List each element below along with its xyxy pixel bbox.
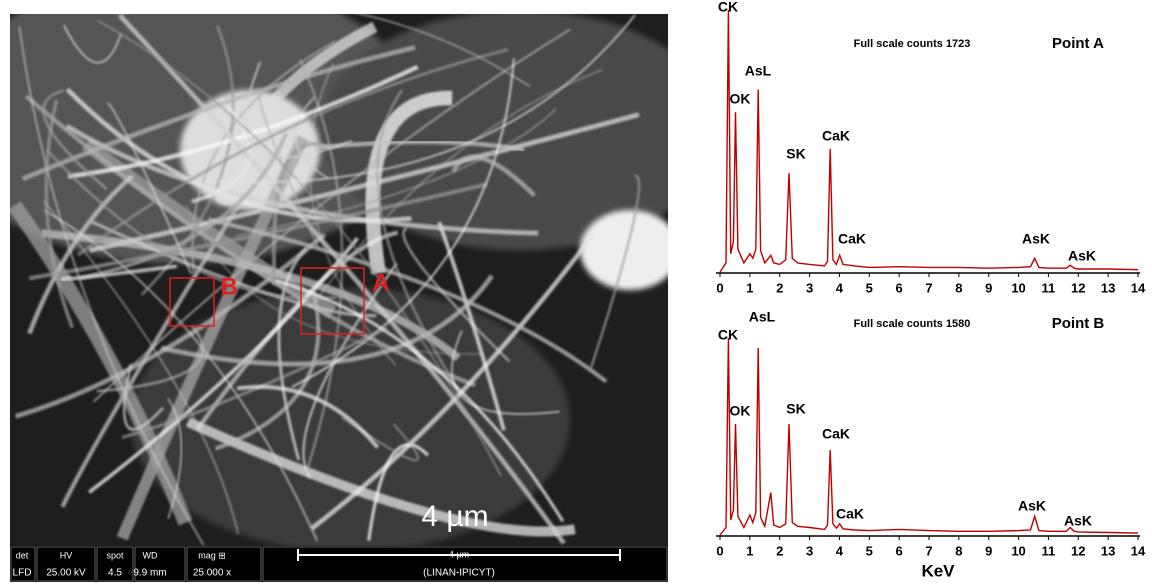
peak-label: AsK (1022, 231, 1050, 247)
x-tick-label: 7 (925, 543, 932, 558)
x-tick-label: 9 (985, 280, 992, 295)
chart-title: Full scale counts 1580 (854, 318, 971, 330)
x-tick-label: 13 (1101, 543, 1115, 558)
page: A B 4 µm det LFD HV 25.00 kV spot 4.5 WD 9.9 mm… (0, 0, 1152, 582)
info-header: det (16, 550, 29, 560)
x-axis-label: KeV (921, 561, 955, 580)
x-tick-label: 11 (1042, 543, 1056, 558)
x-tick-label: 3 (806, 280, 813, 295)
info-value: 25 000 x (193, 568, 231, 579)
info-value: LFD (13, 568, 32, 579)
info-bar: det LFD HV 25.00 kV spot 4.5 WD 9.9 mm mag ⊞ 25 0… (10, 546, 668, 582)
figure: A B 4 µm det LFD HV 25.00 kV spot 4.5 WD 9.9 mm… (0, 0, 1152, 582)
x-tick-label: 14 (1131, 280, 1146, 295)
peak-label: CaK (836, 506, 864, 522)
x-tick-label: 0 (716, 280, 723, 295)
scale-bar-label: 4 µm (449, 549, 469, 559)
x-tick-label: 8 (955, 543, 962, 558)
peak-label: OK (730, 91, 751, 107)
x-tick-label: 6 (896, 543, 903, 558)
chart-title: Full scale counts 1723 (854, 38, 971, 50)
x-tick-label: 1 (746, 543, 753, 558)
x-tick-label: 3 (806, 543, 813, 558)
x-tick-label: 12 (1071, 280, 1085, 295)
scale-label: 4 µm (421, 500, 488, 533)
x-tick-label: 9 (985, 543, 992, 558)
spectrum-line (720, 338, 1138, 535)
info-header: WD (143, 550, 158, 560)
x-tick-label: 2 (776, 543, 783, 558)
peak-label: CK (718, 0, 738, 15)
peak-label: AsL (745, 63, 772, 79)
peak-label: CaK (822, 128, 850, 144)
peak-label: AsK (1018, 498, 1046, 514)
chart-subtitle: Point B (1052, 315, 1105, 332)
info-header: spot (106, 550, 124, 560)
peak-label: AsK (1064, 513, 1092, 529)
marker-label: A (372, 269, 389, 296)
peak-label: SK (786, 401, 805, 417)
x-tick-label: 14 (1131, 543, 1146, 558)
peak-label: CK (718, 327, 738, 343)
peak-label: CaK (838, 231, 866, 247)
peak-label: AsL (749, 309, 776, 325)
info-value: 25.00 kV (46, 568, 86, 579)
x-tick-label: 0 (716, 543, 723, 558)
x-tick-label: 8 (955, 280, 962, 295)
peak-label: SK (786, 146, 805, 162)
x-tick-label: 4 (836, 280, 844, 295)
info-header: mag ⊞ (198, 550, 226, 560)
chart-subtitle: Point A (1052, 35, 1104, 52)
marker-label: B (220, 273, 237, 300)
x-tick-label: 6 (896, 280, 903, 295)
peak-label: AsK (1068, 248, 1096, 264)
sem-blob (580, 210, 680, 290)
info-header: HV (60, 550, 73, 560)
x-tick-label: 10 (1011, 280, 1025, 295)
info-value: 4.5 (108, 568, 122, 579)
x-tick-label: 10 (1011, 543, 1025, 558)
operator: (LINAN-IPICYT) (423, 568, 495, 579)
x-tick-label: 11 (1042, 280, 1056, 295)
x-tick-label: 5 (866, 280, 873, 295)
x-tick-label: 12 (1071, 543, 1085, 558)
x-tick-label: 7 (925, 280, 932, 295)
peak-label: OK (730, 403, 751, 419)
peak-label: CaK (822, 426, 850, 442)
x-tick-label: 1 (746, 280, 753, 295)
info-value: 9.9 mm (133, 568, 166, 579)
x-tick-label: 13 (1101, 280, 1115, 295)
x-tick-label: 2 (776, 280, 783, 295)
x-tick-label: 4 (836, 543, 844, 558)
x-tick-label: 5 (866, 543, 873, 558)
